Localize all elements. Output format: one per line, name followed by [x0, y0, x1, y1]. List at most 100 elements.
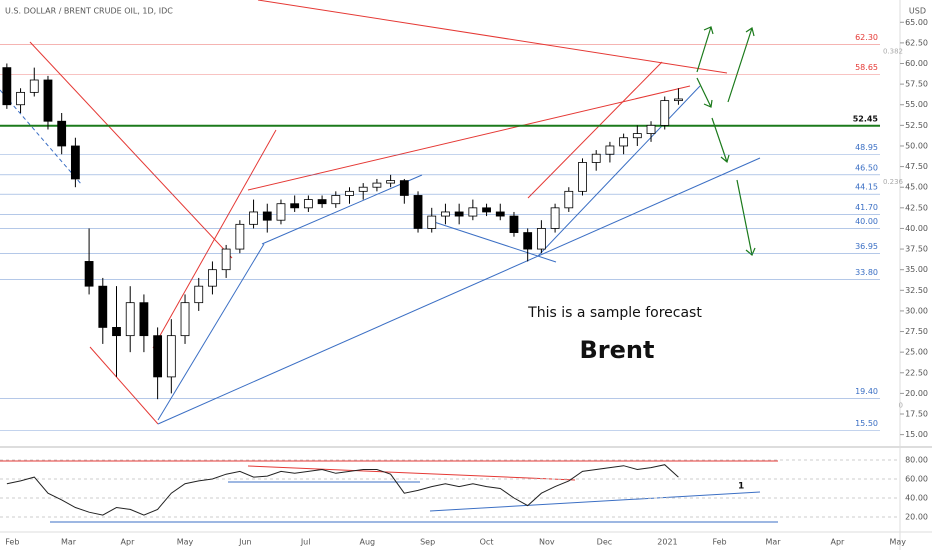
x-tick-label: Mar — [61, 538, 77, 547]
candle-body — [632, 133, 642, 139]
rsi-tick-label: 20.00 — [905, 512, 928, 521]
candle-body — [221, 248, 231, 271]
y-tick-label: 22.50 — [905, 368, 928, 377]
chart-title: U.S. DOLLAR / BRENT CRUDE OIL, 1D, IDC — [5, 7, 173, 16]
trend-line — [157, 157, 761, 425]
rsi-note: 1 — [738, 482, 744, 492]
level-label: 48.95 — [855, 143, 878, 152]
fib-label: 0.236 — [883, 178, 904, 186]
candle-body — [523, 232, 533, 250]
x-tick-label: May — [177, 538, 194, 547]
y-tick-label: 57.50 — [905, 80, 928, 89]
trend-line — [527, 61, 663, 199]
level-label: 44.15 — [855, 183, 878, 192]
candle-body — [578, 162, 587, 192]
x-tick-label: 2021 — [657, 538, 677, 547]
y-tick-label: 37.50 — [905, 245, 928, 254]
x-tick-label: Feb — [712, 538, 726, 547]
candle-body — [441, 211, 450, 217]
x-tick-label: Dec — [597, 538, 612, 547]
candle-body — [16, 91, 25, 106]
y-tick-label: 52.50 — [905, 121, 928, 130]
fib-label: 0 — [899, 401, 903, 409]
candle-body — [331, 195, 341, 205]
level-label: 58.65 — [855, 63, 878, 72]
candle-body — [427, 215, 437, 229]
level-label: 40.00 — [855, 217, 878, 226]
trend-line — [157, 243, 265, 421]
fib-label: 0.382 — [883, 48, 903, 56]
y-tick-label: 32.50 — [905, 286, 928, 295]
level-label: 19.40 — [855, 387, 878, 396]
x-tick-label: Jul — [300, 538, 311, 547]
candle-body — [194, 285, 204, 304]
candle-body — [180, 302, 190, 337]
candle-body — [605, 145, 615, 155]
candle-body — [112, 327, 121, 337]
candle-body — [125, 302, 135, 337]
currency: USD — [909, 7, 926, 16]
candle-body — [372, 182, 382, 188]
x-tick-label: Jun — [238, 538, 252, 547]
level-label: 41.70 — [855, 203, 878, 212]
rsi-trend — [247, 465, 576, 481]
level-label: 36.95 — [855, 242, 878, 251]
trend-line — [261, 174, 423, 245]
candle-body — [660, 100, 670, 126]
level-label: 52.45 — [853, 114, 879, 123]
y-tick-label: 65.00 — [905, 18, 928, 27]
candle-body — [482, 207, 491, 213]
x-tick-label: Aug — [360, 538, 376, 547]
candle-body — [249, 211, 258, 225]
candle-body — [2, 67, 12, 106]
trend-line — [29, 41, 233, 259]
candle-body — [166, 335, 176, 378]
arrow — [727, 27, 755, 103]
level-label: 62.30 — [855, 33, 878, 42]
rsi-trend — [429, 491, 761, 512]
x-tick-label: Apr — [831, 538, 846, 547]
trend-line — [152, 129, 277, 349]
candle-body — [509, 215, 519, 233]
x-tick-label: Oct — [480, 538, 494, 547]
candle-body — [413, 195, 423, 229]
candle-body — [345, 190, 354, 196]
candle-body — [57, 120, 67, 147]
annotation: This is a sample forecast — [527, 305, 702, 321]
rsi-tick-label: 60.00 — [905, 474, 928, 483]
x-tick-label: Sep — [420, 538, 435, 547]
y-tick-label: 50.00 — [905, 141, 928, 150]
candle-body — [43, 79, 53, 122]
x-tick-label: Mar — [765, 538, 781, 547]
candle-body — [317, 199, 327, 205]
y-tick-label: 42.50 — [905, 203, 928, 212]
candle-body — [262, 211, 272, 221]
candle-body — [454, 211, 464, 217]
y-tick-label: 40.00 — [905, 224, 928, 233]
candle-body — [646, 124, 656, 135]
y-tick-label: 30.00 — [905, 306, 928, 315]
candle-body — [536, 228, 546, 250]
x-tick-label: Apr — [121, 538, 136, 547]
arrow — [696, 26, 714, 73]
x-tick-label: Feb — [5, 538, 19, 547]
trend-line — [537, 85, 701, 257]
trend-line — [89, 346, 159, 425]
level-label: 15.50 — [855, 419, 878, 428]
candle-body — [550, 207, 560, 229]
y-tick-label: 15.00 — [905, 430, 928, 439]
candle-body — [358, 186, 368, 192]
candle-body — [29, 79, 39, 93]
candle-body — [564, 190, 574, 209]
y-tick-label: 55.00 — [905, 100, 928, 109]
candle-body — [468, 207, 478, 217]
rsi-tick-label: 80.00 — [905, 455, 928, 464]
level-label: 33.80 — [855, 268, 878, 277]
candle-body — [70, 145, 80, 180]
y-tick-label: 60.00 — [905, 59, 928, 68]
y-tick-label: 35.00 — [905, 265, 928, 274]
candle-body — [495, 211, 505, 217]
trend-line — [257, 0, 728, 74]
